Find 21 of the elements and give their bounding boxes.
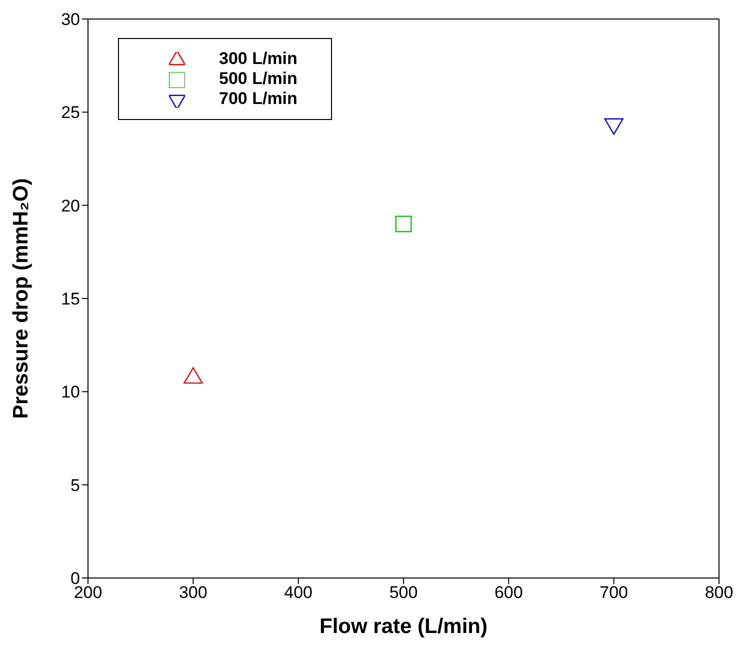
y-tick-label: 5	[70, 476, 80, 495]
x-tick-label: 700	[600, 583, 628, 602]
x-tick-label: 600	[494, 583, 523, 602]
y-axis-title: Pressure drop (mmH₂O)	[9, 178, 32, 419]
y-tick-label: 20	[61, 196, 80, 216]
x-tick-label: 200	[74, 583, 102, 602]
x-tick-label: 500	[389, 583, 418, 602]
point	[395, 216, 412, 232]
y-tick-label: 10	[61, 382, 80, 402]
point	[604, 118, 624, 135]
legend-label: 300 L/min	[219, 49, 298, 68]
x-axis-title: Flow rate (L/min)	[320, 615, 488, 638]
y-tick-label: 30	[61, 10, 80, 30]
x-tick-label: 300	[178, 583, 208, 602]
point	[184, 367, 203, 384]
x-tick-label: 400	[284, 583, 313, 602]
x-tick-label: 800	[704, 583, 734, 602]
legend-label: 500 L/min	[219, 69, 298, 88]
legend-label: 700 L/min	[219, 89, 298, 108]
y-tick-label: 25	[61, 103, 80, 122]
y-tick-label: 15	[61, 290, 80, 309]
